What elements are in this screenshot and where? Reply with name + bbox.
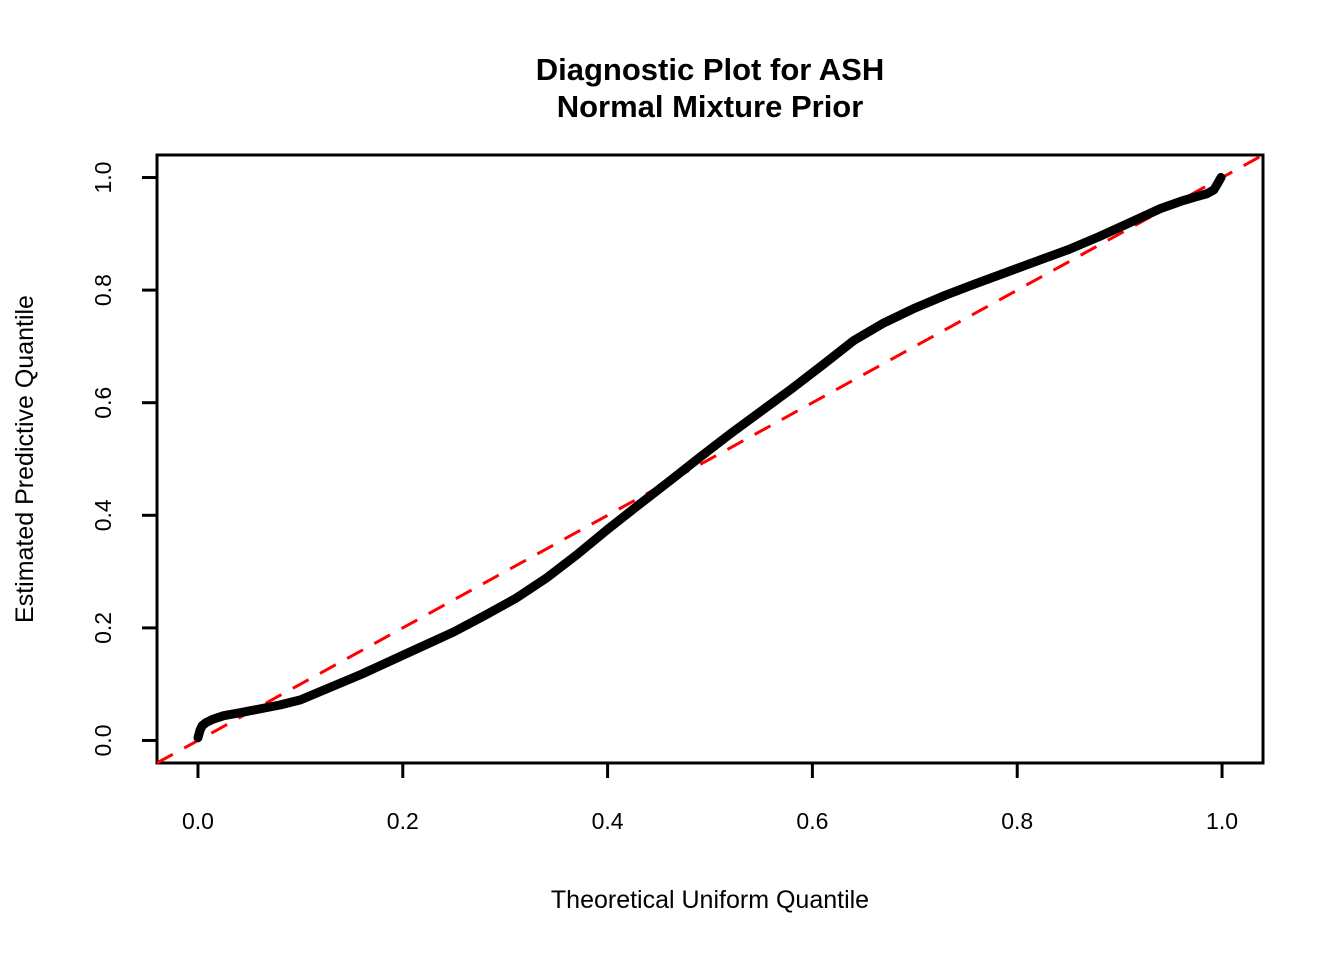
x-axis: 0.0 0.2 0.4 0.6 0.8 1.0 <box>182 763 1238 834</box>
chart-title-line1: Diagnostic Plot for ASH <box>536 52 884 87</box>
x-axis-tick-label: 0.0 <box>182 808 214 834</box>
x-axis-tick-label: 0.6 <box>796 808 828 834</box>
x-axis-tick-label: 0.2 <box>387 808 419 834</box>
reference-line <box>156 153 1264 765</box>
y-axis: 0.0 0.2 0.4 0.6 0.8 1.0 <box>90 162 157 756</box>
x-axis-tick-label: 1.0 <box>1206 808 1238 834</box>
x-axis-label: Theoretical Uniform Quantile <box>551 886 869 914</box>
y-axis-tick-label: 0.6 <box>90 387 116 419</box>
y-axis-tick-label: 0.4 <box>90 499 116 531</box>
y-axis-tick-label: 0.8 <box>90 274 116 306</box>
y-axis-tick-label: 0.0 <box>90 724 116 756</box>
chart-title-line2: Normal Mixture Prior <box>557 89 864 124</box>
x-axis-tick-label: 0.4 <box>592 808 624 834</box>
y-axis-tick-label: 0.2 <box>90 612 116 644</box>
plot-box <box>155 153 1265 765</box>
y-axis-tick-label: 1.0 <box>90 162 116 194</box>
qq-curve <box>193 173 1226 743</box>
y-axis-label: Estimated Predictive Quantile <box>11 295 39 623</box>
x-axis-tick-label: 0.8 <box>1001 808 1033 834</box>
